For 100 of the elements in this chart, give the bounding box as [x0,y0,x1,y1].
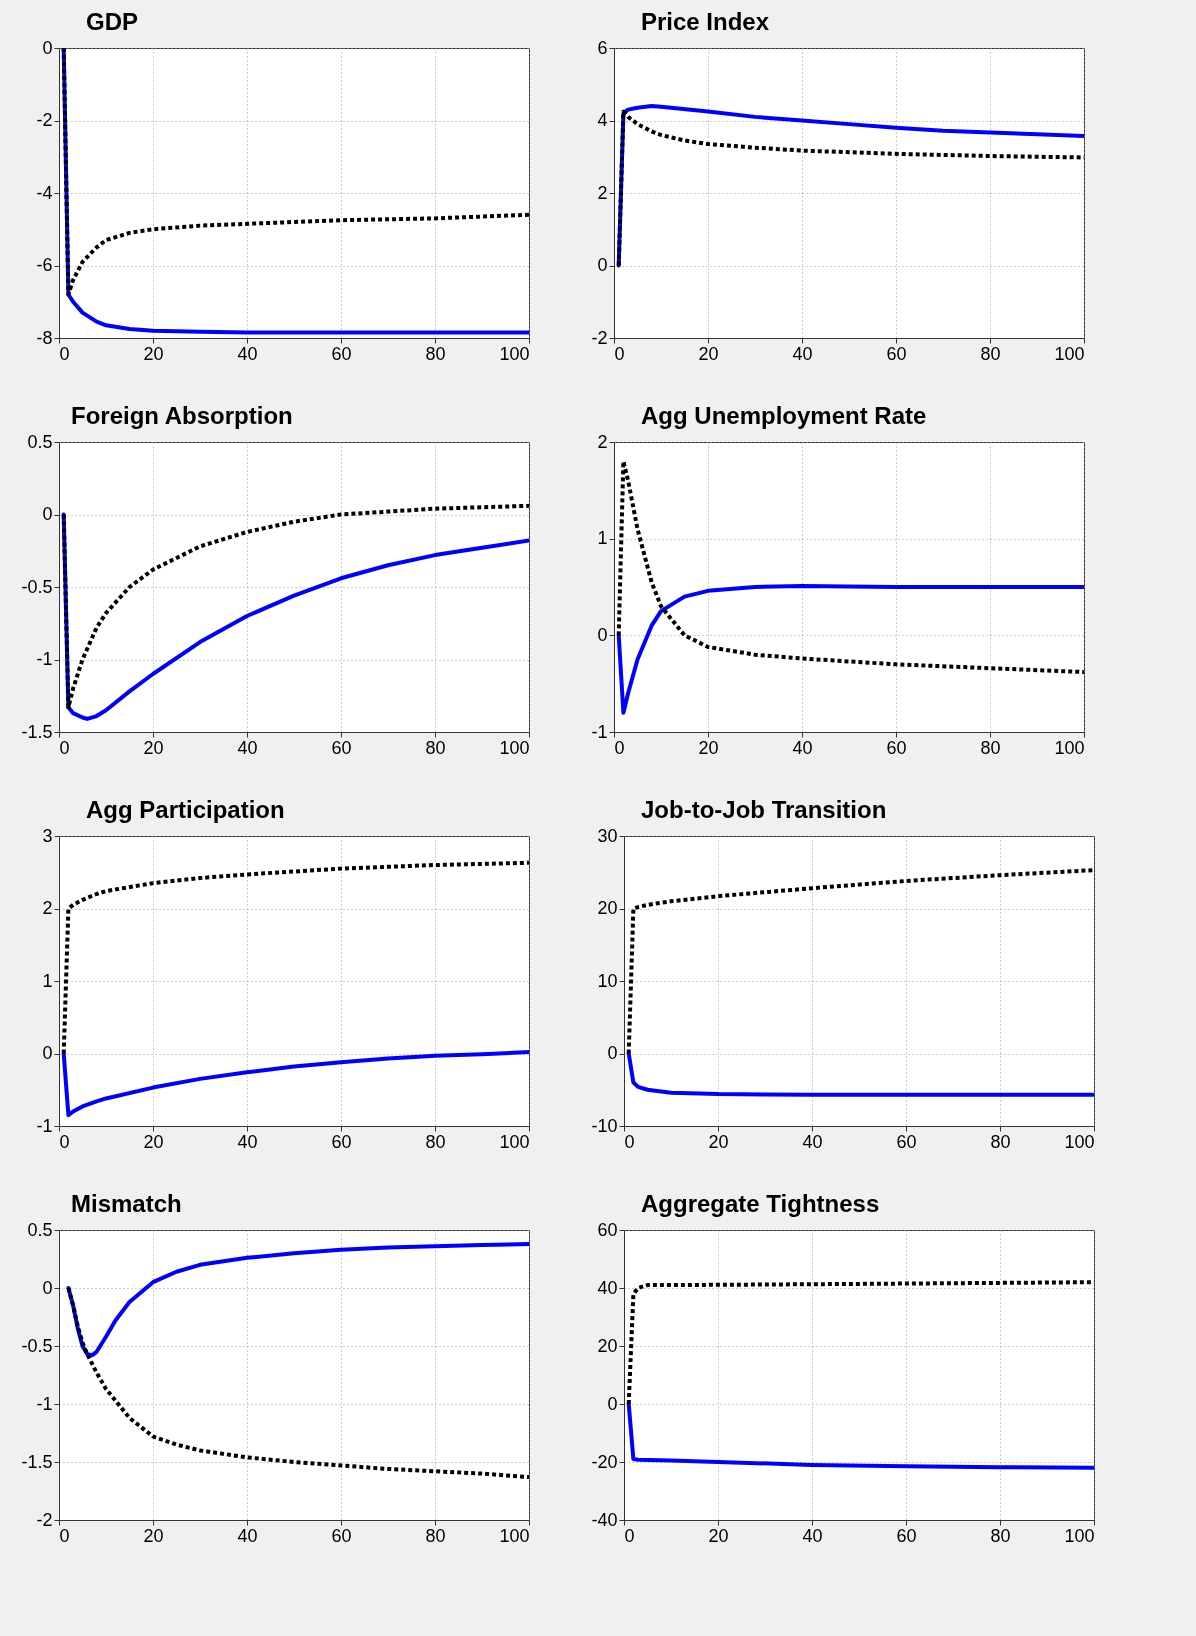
x-tick-label: 40 [237,1525,258,1546]
y-tick-label: 0 [42,37,53,58]
x-tick-label: 100 [1054,343,1085,364]
y-tick-label: -2 [36,1509,53,1530]
x-tick-label: 0 [59,737,70,758]
chart-title: Job-to-Job Transition [640,796,887,823]
line-series [61,1050,529,1118]
x-tick-label: 20 [698,343,719,364]
y-tick-label: 60 [597,1219,618,1240]
x-tick-label: 100 [1054,737,1085,758]
x-tick-label: 20 [143,343,164,364]
line-series [626,1280,1094,1406]
y-tick-label: -0.5 [21,1335,53,1356]
y-tick-label: 0 [607,1393,618,1414]
y-tick-label: 0 [607,1043,618,1063]
line-series [61,860,529,1056]
x-tick-label: 40 [802,1525,823,1546]
x-tick-label: 80 [425,1525,446,1546]
x-tick-label: 20 [143,1525,164,1546]
x-tick-label: 60 [331,343,352,364]
chart-title: Price Index [641,8,770,35]
x-tick-label: 100 [499,343,530,364]
y-tick-label: 6 [597,37,608,58]
x-tick-label: 0 [59,1525,70,1546]
line-series [626,1402,1094,1470]
y-tick-label: 1 [42,970,53,991]
x-tick-label: 40 [802,1131,823,1152]
line-series [626,868,1094,1056]
x-tick-label: 60 [331,1525,352,1546]
y-tick-label: -2 [36,110,53,130]
line-series [66,1286,529,1480]
x-tick-label: 60 [331,737,352,758]
x-tick-label: 20 [708,1131,729,1152]
x-tick-label: 20 [708,1525,729,1546]
x-tick-label: 60 [896,1525,917,1546]
y-tick-label: -1.5 [21,1451,53,1472]
chart-title: Aggregate Tightness [640,1190,880,1217]
y-tick-label: 3 [42,825,53,846]
x-tick-label: 100 [499,1131,530,1152]
y-tick-label: 30 [597,825,618,846]
chart-title: Agg Participation [86,796,285,823]
x-tick-label: 0 [624,1525,635,1546]
y-tick-label: 0 [42,1043,53,1063]
y-tick-label: 1 [597,528,608,549]
y-tick-label: -4 [36,182,53,203]
x-tick-label: 80 [425,343,446,364]
x-tick-label: 100 [499,1525,530,1546]
x-tick-label: 80 [990,1525,1011,1546]
x-tick-label: 60 [886,737,907,758]
x-tick-label: 20 [698,737,719,758]
y-tick-label: -1.5 [21,721,53,742]
x-tick-label: 60 [331,1131,352,1152]
x-tick-label: 40 [237,737,258,758]
y-tick-label: 20 [597,1335,618,1356]
y-tick-label: -1 [591,721,608,742]
y-tick-label: 4 [597,110,608,130]
y-tick-label: 0 [42,1277,53,1298]
chart-title: GDP [86,8,139,35]
y-tick-label: 0.5 [27,431,53,452]
y-tick-label: -10 [591,1115,618,1136]
x-tick-label: 60 [886,343,907,364]
chart-title: Agg Unemployment Rate [641,402,927,429]
x-tick-label: 0 [59,343,70,364]
y-tick-label: -0.5 [21,576,53,597]
x-tick-label: 20 [143,737,164,758]
y-tick-label: 2 [597,431,608,452]
y-tick-label: 2 [597,182,608,203]
x-tick-label: 100 [499,737,530,758]
y-tick-label: -8 [36,327,53,348]
y-tick-label: -40 [591,1509,618,1530]
y-tick-label: 0 [42,504,53,524]
y-tick-label: -1 [36,1115,53,1136]
x-tick-label: 100 [1064,1525,1095,1546]
y-tick-label: -1 [36,1393,53,1414]
y-tick-label: 10 [597,970,618,991]
line-series [616,459,1084,675]
line-series [66,1241,529,1358]
line-series [616,584,1084,715]
x-tick-label: 0 [59,1131,70,1152]
x-tick-label: 40 [237,343,258,364]
x-tick-label: 80 [980,737,1001,758]
x-tick-label: 60 [896,1131,917,1152]
x-tick-label: 40 [792,737,813,758]
y-tick-label: 40 [597,1277,618,1298]
chart-title: Mismatch [70,1190,182,1217]
y-tick-label: -2 [591,327,608,348]
y-tick-label: 20 [597,898,618,918]
y-tick-label: -6 [36,255,53,275]
x-tick-label: 0 [624,1131,635,1152]
x-tick-label: 40 [237,1131,258,1152]
x-tick-label: 80 [980,343,1001,364]
y-tick-label: 2 [42,898,53,918]
line-series [626,1051,1094,1097]
x-tick-label: 80 [425,1131,446,1152]
y-tick-label: -20 [591,1451,618,1472]
x-tick-label: 80 [425,737,446,758]
y-tick-label: 0 [597,624,608,645]
y-tick-label: 0.5 [27,1219,53,1240]
chart-title: Foreign Absorption [70,402,293,429]
y-tick-label: 0 [597,255,608,275]
